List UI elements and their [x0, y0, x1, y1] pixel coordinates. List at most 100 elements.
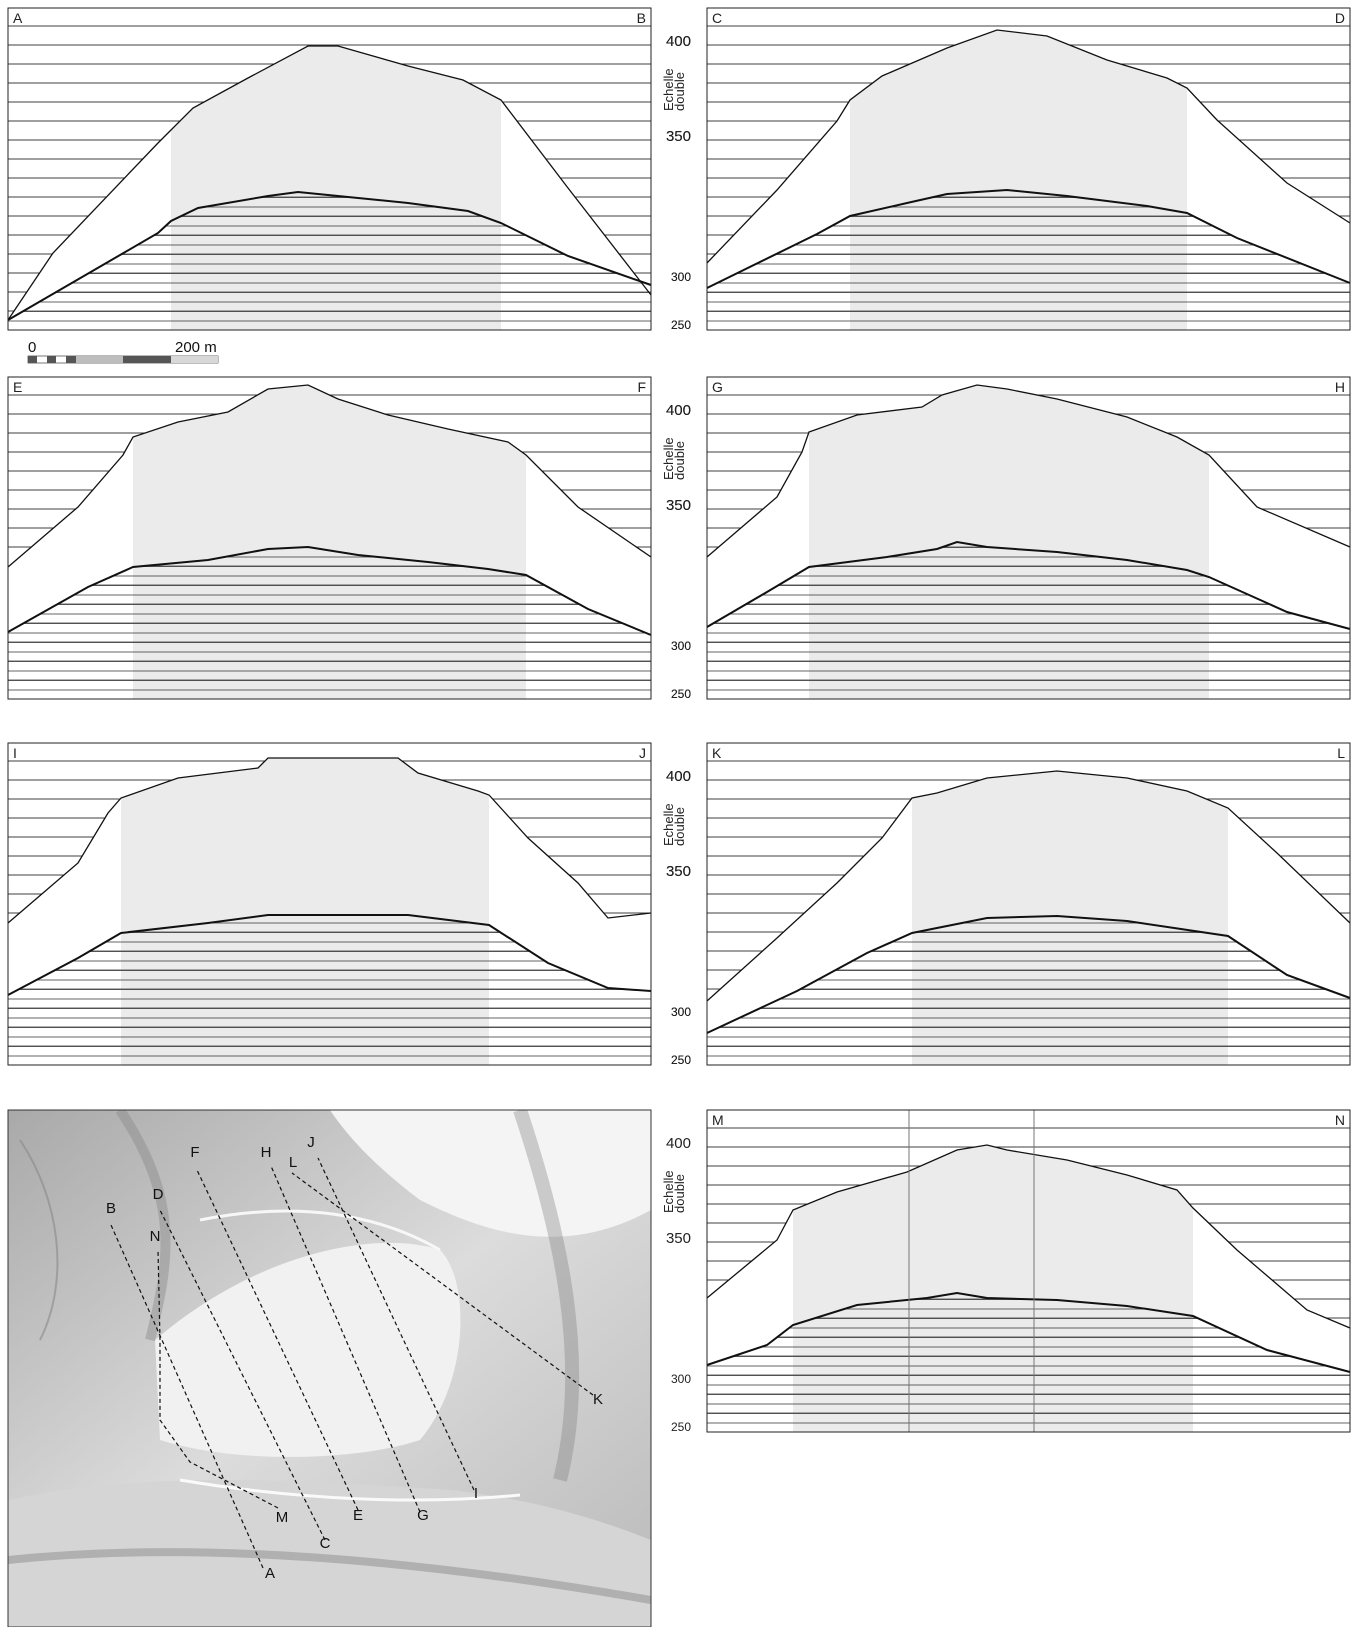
elevation-scale: 400 350 300 250	[666, 33, 691, 332]
elevation-tick-label: 350	[666, 1230, 691, 1247]
real-scale-profile-line	[7, 914, 652, 996]
transect-start-label: J	[307, 1134, 315, 1151]
elevation-tick-label: 350	[666, 497, 691, 514]
scale-note: Echelledouble	[661, 1170, 687, 1213]
elevation-tick-label: 250	[671, 1053, 691, 1067]
elevation-tick-label: 300	[671, 639, 691, 653]
transect-end-label: K	[593, 1391, 603, 1408]
elevation-scale: 400 350 300 250 Echelledouble	[661, 33, 691, 332]
elevation-scale: 400 350 300 250 Echelledouble	[661, 402, 691, 701]
elevation-tick-label: 250	[671, 1420, 691, 1434]
profile-k-l: K L 400 350 300 250 Echelledouble	[661, 742, 1351, 1067]
profile-g-h: G H 400 350 300 250 Echelledouble	[661, 376, 1351, 701]
profile-end-label: N	[1335, 1112, 1345, 1128]
profile-end-label: B	[637, 10, 646, 26]
real-scale-profile-line	[7, 190, 652, 321]
elevation-tick-label: 300	[671, 270, 691, 284]
profile-end-label: F	[637, 379, 646, 395]
elevation-scale: 400 350 300 250 Echelledouble	[661, 768, 691, 1067]
scale-bar-end-label: 200 m	[175, 339, 217, 356]
terrain-profile-line	[706, 770, 1351, 1002]
transect-end-label: E	[353, 1507, 363, 1524]
elevation-tick-label: 400	[666, 1135, 691, 1152]
elevation-tick-label: 400	[666, 768, 691, 785]
transect-e-f: EF	[190, 1144, 363, 1524]
terrain-profile-line	[706, 29, 1351, 264]
elevation-tick-label: 300	[671, 1005, 691, 1019]
scale-bar: 0 200 m	[27, 339, 219, 364]
scale-bar-start-label: 0	[28, 339, 36, 356]
real-scale-profile-line	[7, 545, 652, 636]
elevation-tick-label: 350	[666, 128, 691, 145]
profile-end-label: J	[639, 745, 646, 761]
transect-start-label: L	[289, 1154, 297, 1171]
profile-start-label: M	[712, 1112, 724, 1128]
elevation-tick-label: 400	[666, 33, 691, 50]
transect-start-label: D	[153, 1186, 164, 1203]
profile-start-label: K	[712, 745, 722, 761]
transect-end-label: I	[474, 1485, 478, 1502]
elevation-tick-label: 400	[666, 402, 691, 419]
profile-start-label: A	[13, 10, 23, 26]
profile-start-label: C	[712, 10, 722, 26]
transect-start-label: F	[190, 1144, 199, 1161]
transect-c-d: CD	[153, 1186, 331, 1552]
terrain-profile-line	[7, 757, 652, 924]
profile-end-label: D	[1335, 10, 1345, 26]
profile-i-j: I J 400 350 300 250	[7, 742, 691, 1067]
real-scale-profile-line	[706, 188, 1351, 289]
terrain-profile-line	[706, 1144, 1351, 1329]
elevation-tick-label: 250	[671, 318, 691, 332]
real-scale-profile-line	[706, 914, 1351, 1034]
scale-note: Echelledouble	[661, 803, 687, 846]
transect-start-label: B	[106, 1200, 116, 1217]
profile-m-n: M N 400 350 300 250 Echelledouble	[661, 1109, 1351, 1434]
elevation-tick-label: 300	[671, 270, 691, 284]
profile-end-label: L	[1337, 745, 1345, 761]
transect-end-label: M	[276, 1509, 289, 1526]
elevation-tick-label: 350	[666, 128, 691, 145]
elevation-scale: 400 350 300 250	[666, 768, 691, 1067]
scale-note: Echelledouble	[661, 437, 687, 480]
elevation-tick-label: 300	[671, 1005, 691, 1019]
elevation-profiles: A B 400 350 300 250 C D 400 350 300 250 Echelledoubl…	[7, 7, 1351, 1434]
elevation-scale: 400 350 300 250	[666, 402, 691, 701]
transect-i-j: IJ	[307, 1134, 478, 1502]
elevation-tick-label: 400	[666, 768, 691, 785]
profile-start-label: E	[13, 379, 22, 395]
real-scale-profile-line	[706, 540, 1351, 630]
transect-end-label: A	[265, 1565, 275, 1582]
profile-end-label: H	[1335, 379, 1345, 395]
real-scale-profile-line	[706, 1291, 1351, 1373]
elevation-tick-label: 350	[666, 863, 691, 880]
elevation-tick-label: 400	[666, 402, 691, 419]
elevation-tick-label: 250	[671, 1053, 691, 1067]
profile-start-label: I	[13, 745, 17, 761]
transect-a-b: AB	[106, 1200, 275, 1582]
terrain-profile-line	[7, 45, 652, 321]
profile-start-label: G	[712, 379, 723, 395]
elevation-tick-label: 250	[671, 318, 691, 332]
elevation-scale: 400 350 300 250 Echelledouble	[661, 1135, 691, 1434]
transect-end-label: C	[320, 1535, 331, 1552]
elevation-tick-label: 300	[671, 639, 691, 653]
terrain-profile-line	[7, 384, 652, 568]
transect-start-label: H	[261, 1144, 272, 1161]
scale-note: Echelledouble	[661, 68, 687, 111]
elevation-tick-label: 350	[666, 863, 691, 880]
elevation-tick-label: 300	[671, 1372, 691, 1386]
transect-k-l: KL	[289, 1154, 603, 1408]
profile-e-f: E F 400 350 300 250	[7, 376, 691, 701]
terrain-profile-line	[706, 384, 1351, 558]
elevation-tick-label: 250	[671, 687, 691, 701]
transect-start-label: N	[150, 1228, 161, 1245]
profile-a-b: A B 400 350 300 250	[7, 7, 691, 332]
elevation-tick-label: 250	[671, 687, 691, 701]
elevation-tick-label: 400	[666, 33, 691, 50]
transect-end-label: G	[417, 1507, 429, 1524]
transect-m-n: MN	[150, 1228, 289, 1526]
profile-c-d: C D 400 350 300 250 Echelledouble	[661, 7, 1351, 332]
